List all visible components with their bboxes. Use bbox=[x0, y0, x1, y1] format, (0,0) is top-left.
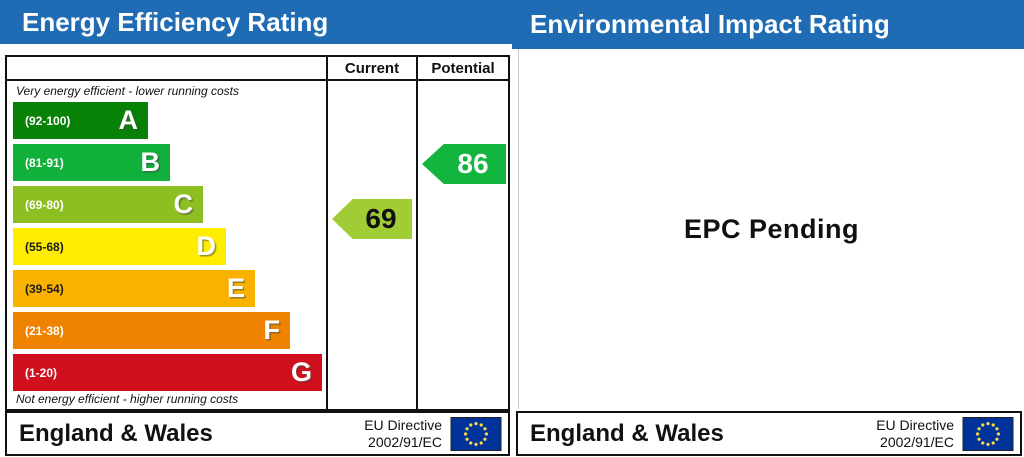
energy-efficiency-chart: Current Potential Very energy efficient … bbox=[5, 55, 510, 411]
band-f-range: (21-38) bbox=[25, 323, 64, 338]
eu-directive-label: EU Directive 2002/91/EC bbox=[876, 417, 954, 449]
eu-flag-icon bbox=[450, 416, 502, 451]
band-a-letter: A bbox=[118, 105, 139, 135]
rating-bands: (92-100) A (81-91) B (69-80) C (55-68) D… bbox=[13, 102, 322, 396]
potential-column-header: Potential bbox=[431, 59, 495, 77]
left-panel-title: Energy Efficiency Rating bbox=[22, 6, 329, 37]
environmental-impact-panel: EPC Pending bbox=[518, 49, 1024, 409]
environmental-impact-header: Environmental Impact Rating bbox=[512, 0, 1024, 49]
band-d-letter: D bbox=[196, 231, 217, 261]
eu-directive-line1: EU Directive bbox=[364, 417, 442, 434]
band-a: (92-100) A bbox=[13, 102, 148, 139]
top-caption: Very energy efficient - lower running co… bbox=[16, 84, 239, 98]
eu-directive-line2: 2002/91/EC bbox=[880, 433, 954, 450]
left-footer: England & Wales EU Directive 2002/91/EC bbox=[5, 411, 510, 456]
band-d-range: (55-68) bbox=[25, 239, 64, 254]
band-g-range: (1-20) bbox=[25, 365, 58, 380]
band-f-letter: F bbox=[263, 315, 281, 345]
band-g: (1-20) G bbox=[13, 354, 322, 391]
eu-flag-icon bbox=[962, 416, 1014, 451]
band-b-letter: B bbox=[140, 147, 161, 177]
band-c-letter: C bbox=[173, 189, 194, 219]
current-column-divider bbox=[326, 57, 328, 409]
potential-column-divider bbox=[416, 57, 418, 409]
region-label: England & Wales bbox=[19, 419, 213, 447]
potential-rating-arrow: 86 bbox=[422, 144, 506, 184]
right-panel-title: Environmental Impact Rating bbox=[530, 9, 890, 39]
epc-pending-status: EPC Pending bbox=[683, 213, 859, 244]
eu-directive-line2: 2002/91/EC bbox=[368, 433, 442, 450]
band-g-letter: G bbox=[290, 357, 312, 387]
region-label: England & Wales bbox=[530, 419, 724, 447]
band-c-range: (69-80) bbox=[25, 197, 64, 212]
energy-efficiency-header: Energy Efficiency Rating bbox=[0, 0, 512, 44]
eu-directive-line1: EU Directive bbox=[876, 417, 954, 434]
band-b-range: (81-91) bbox=[25, 155, 64, 170]
current-rating-arrow: 69 bbox=[332, 199, 412, 239]
band-d: (55-68) D bbox=[13, 228, 226, 265]
band-e-range: (39-54) bbox=[25, 281, 64, 296]
right-footer: England & Wales EU Directive 2002/91/EC bbox=[516, 411, 1022, 456]
potential-rating-value: 86 bbox=[457, 148, 489, 179]
bottom-caption: Not energy efficient - higher running co… bbox=[16, 392, 239, 406]
band-e-letter: E bbox=[226, 273, 245, 303]
current-rating-value: 69 bbox=[365, 203, 397, 234]
eu-directive-label: EU Directive 2002/91/EC bbox=[364, 417, 442, 449]
band-c: (69-80) C bbox=[13, 186, 203, 223]
band-e: (39-54) E bbox=[13, 270, 255, 307]
current-column-header: Current bbox=[344, 59, 400, 77]
band-f: (21-38) F bbox=[13, 312, 290, 349]
band-b: (81-91) B bbox=[13, 144, 170, 181]
band-a-range: (92-100) bbox=[25, 113, 71, 128]
column-header-row bbox=[7, 57, 508, 81]
